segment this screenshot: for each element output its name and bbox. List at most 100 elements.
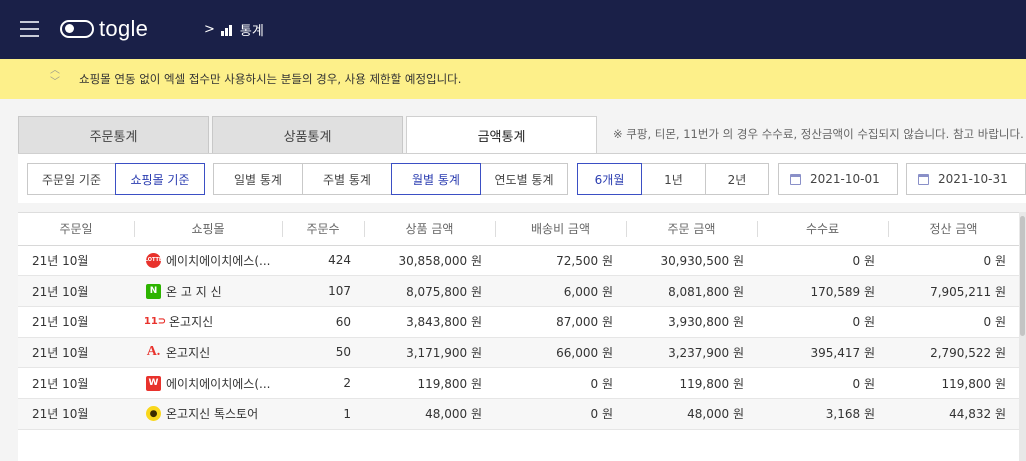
order-count-cell: 60 xyxy=(282,306,364,338)
mall-cell: W 에이치에이치에스(... xyxy=(134,367,282,399)
order-count-cell: 1 xyxy=(282,398,364,430)
mall-name: 온 고 지 신 xyxy=(166,284,222,299)
order-date-cell: 21년 10월 xyxy=(18,245,134,277)
table-row[interactable]: 21년 10월 11⊃ 온고지신 60 3,843,800 원 87,000 원 … xyxy=(18,306,1019,338)
table-row[interactable]: 21년 10월 N 온 고 지 신 107 8,075,800 원 6,000 원… xyxy=(18,275,1019,307)
tab-order-stats[interactable]: 주문통계 xyxy=(18,116,209,153)
range-toggle: 6개월 1년 2년 xyxy=(577,163,769,195)
calendar-icon xyxy=(790,173,801,185)
order-amount-cell: 3,930,800 원 xyxy=(626,306,757,338)
product-amount-cell: 3,843,800 원 xyxy=(364,306,495,338)
period-unit-toggle: 일별 통계 주별 통계 월별 통계 연도별 통계 xyxy=(213,163,568,195)
11st-icon: 11⊃ xyxy=(143,316,167,328)
toggle-logo-icon xyxy=(60,20,94,38)
settlement-amount-cell: 0 원 xyxy=(888,306,1019,338)
mall-name: 에이치에이치에스(... xyxy=(166,253,271,268)
mall-name: 온고지신 xyxy=(169,315,214,330)
order-date-cell: 21년 10월 xyxy=(18,275,134,307)
mall-name: 에이치에이치에스(... xyxy=(166,376,271,391)
breadcrumb-separator: > xyxy=(204,22,215,37)
product-amount-cell: 8,075,800 원 xyxy=(364,275,495,307)
column-header-order-date[interactable]: 주문일 xyxy=(18,213,134,246)
table-row[interactable]: 21년 10월 ● 온고지신 톡스토어 1 48,000 원 0 원 48,000… xyxy=(18,398,1019,430)
start-date-value: 2021-10-01 xyxy=(810,172,880,186)
yearly-stats-button[interactable]: 연도별 통계 xyxy=(480,163,568,195)
order-count-cell: 107 xyxy=(282,275,364,307)
notice-banner: ︿ ﹀ 쇼핑몰 연동 없이 엑셀 접수만 사용하시는 분들의 경우, 사용 제한할… xyxy=(0,59,1026,99)
product-amount-cell: 30,858,000 원 xyxy=(364,245,495,277)
fee-cell: 0 원 xyxy=(757,367,888,399)
order-amount-cell: 3,237,900 원 xyxy=(626,337,757,369)
filter-bar: 주문일 기준 쇼핑몰 기준 일별 통계 주별 통계 월별 통계 연도별 통계 6… xyxy=(18,153,1026,203)
top-navbar: togle > 통계 xyxy=(0,0,1026,59)
table-row[interactable]: 21년 10월 W 에이치에이치에스(... 2 119,800 원 0 원 11… xyxy=(18,367,1019,399)
logo[interactable]: togle xyxy=(60,16,148,42)
start-date-field[interactable]: 2021-10-01 xyxy=(778,163,898,195)
order-amount-cell: 119,800 원 xyxy=(626,367,757,399)
table-row[interactable]: 21년 10월 A. 온고지신 50 3,171,900 원 66,000 원 3… xyxy=(18,337,1019,369)
range-1-year-button[interactable]: 1년 xyxy=(641,163,706,195)
order-amount-cell: 30,930,500 원 xyxy=(626,245,757,277)
vertical-scrollbar[interactable] xyxy=(1019,212,1026,461)
breadcrumb: > 통계 xyxy=(204,20,264,39)
product-amount-cell: 119,800 원 xyxy=(364,367,495,399)
shipping-amount-cell: 87,000 원 xyxy=(495,306,626,338)
scroll-arrows-icon[interactable]: ︿ ﹀ xyxy=(50,65,60,88)
settlement-amount-cell: 44,832 원 xyxy=(888,398,1019,430)
end-date-value: 2021-10-31 xyxy=(938,172,1008,186)
mall-basis-button[interactable]: 쇼핑몰 기준 xyxy=(115,163,205,195)
fee-cell: 395,417 원 xyxy=(757,337,888,369)
order-date-cell: 21년 10월 xyxy=(18,367,134,399)
column-header-shipping-amount[interactable]: 배송비 금액 xyxy=(495,213,626,246)
column-header-order-amount[interactable]: 주문 금액 xyxy=(626,213,757,246)
column-header-mall[interactable]: 쇼핑몰 xyxy=(134,213,282,246)
settlement-amount-cell: 0 원 xyxy=(888,245,1019,277)
scrollbar-thumb[interactable] xyxy=(1020,216,1025,336)
stats-tabs: 주문통계 상품통계 금액통계 xyxy=(18,116,600,154)
amount-stats-table-container: 주문일 쇼핑몰 주문수 상품 금액 배송비 금액 주문 금액 수수료 정산 금액… xyxy=(18,212,1019,461)
tab-note: ※ 쿠팡, 티몬, 11번가 의 경우 수수료, 정산금액이 수집되지 않습니다… xyxy=(613,127,1024,141)
breadcrumb-label[interactable]: 통계 xyxy=(239,24,264,39)
menu-icon[interactable] xyxy=(20,21,39,37)
order-date-cell: 21년 10월 xyxy=(18,398,134,430)
weekly-stats-button[interactable]: 주별 통계 xyxy=(302,163,392,195)
mall-cell: A. 온고지신 xyxy=(134,337,282,369)
order-date-basis-button[interactable]: 주문일 기준 xyxy=(27,163,116,195)
logo-text: togle xyxy=(99,16,149,41)
monthly-stats-button[interactable]: 월별 통계 xyxy=(391,163,481,195)
calendar-icon xyxy=(918,173,929,185)
tab-product-stats[interactable]: 상품통계 xyxy=(212,116,403,153)
end-date-field[interactable]: 2021-10-31 xyxy=(906,163,1026,195)
wemakeprice-icon: W xyxy=(146,375,161,391)
product-amount-cell: 48,000 원 xyxy=(364,398,495,430)
column-header-product-amount[interactable]: 상품 금액 xyxy=(364,213,495,246)
naver-icon: N xyxy=(146,283,161,299)
range-6-months-button[interactable]: 6개월 xyxy=(577,163,642,195)
column-header-fee[interactable]: 수수료 xyxy=(757,213,888,246)
shipping-amount-cell: 66,000 원 xyxy=(495,337,626,369)
fee-cell: 0 원 xyxy=(757,306,888,338)
order-amount-cell: 48,000 원 xyxy=(626,398,757,430)
order-count-cell: 2 xyxy=(282,367,364,399)
tab-amount-stats[interactable]: 금액통계 xyxy=(406,116,597,154)
mall-cell: ● 온고지신 톡스토어 xyxy=(134,398,282,430)
column-header-order-count[interactable]: 주문수 xyxy=(282,213,364,246)
amount-stats-table: 주문일 쇼핑몰 주문수 상품 금액 배송비 금액 주문 금액 수수료 정산 금액… xyxy=(18,213,1019,430)
daily-stats-button[interactable]: 일별 통계 xyxy=(213,163,303,195)
lotte-icon: LOTTE xyxy=(145,252,162,268)
shipping-amount-cell: 0 원 xyxy=(495,398,626,430)
order-count-cell: 424 xyxy=(282,245,364,277)
shipping-amount-cell: 0 원 xyxy=(495,367,626,399)
mall-cell: 11⊃ 온고지신 xyxy=(134,306,282,338)
mall-cell: LOTTE 에이치에이치에스(... xyxy=(134,245,282,277)
table-row[interactable]: 21년 10월 LOTTE 에이치에이치에스(... 424 30,858,000… xyxy=(18,245,1019,277)
product-amount-cell: 3,171,900 원 xyxy=(364,337,495,369)
order-date-cell: 21년 10월 xyxy=(18,306,134,338)
basis-toggle: 주문일 기준 쇼핑몰 기준 xyxy=(27,163,205,195)
range-2-years-button[interactable]: 2년 xyxy=(705,163,769,195)
fee-cell: 0 원 xyxy=(757,245,888,277)
settlement-amount-cell: 7,905,211 원 xyxy=(888,275,1019,307)
column-header-settlement-amount[interactable]: 정산 금액 xyxy=(888,213,1019,246)
order-count-cell: 50 xyxy=(282,337,364,369)
